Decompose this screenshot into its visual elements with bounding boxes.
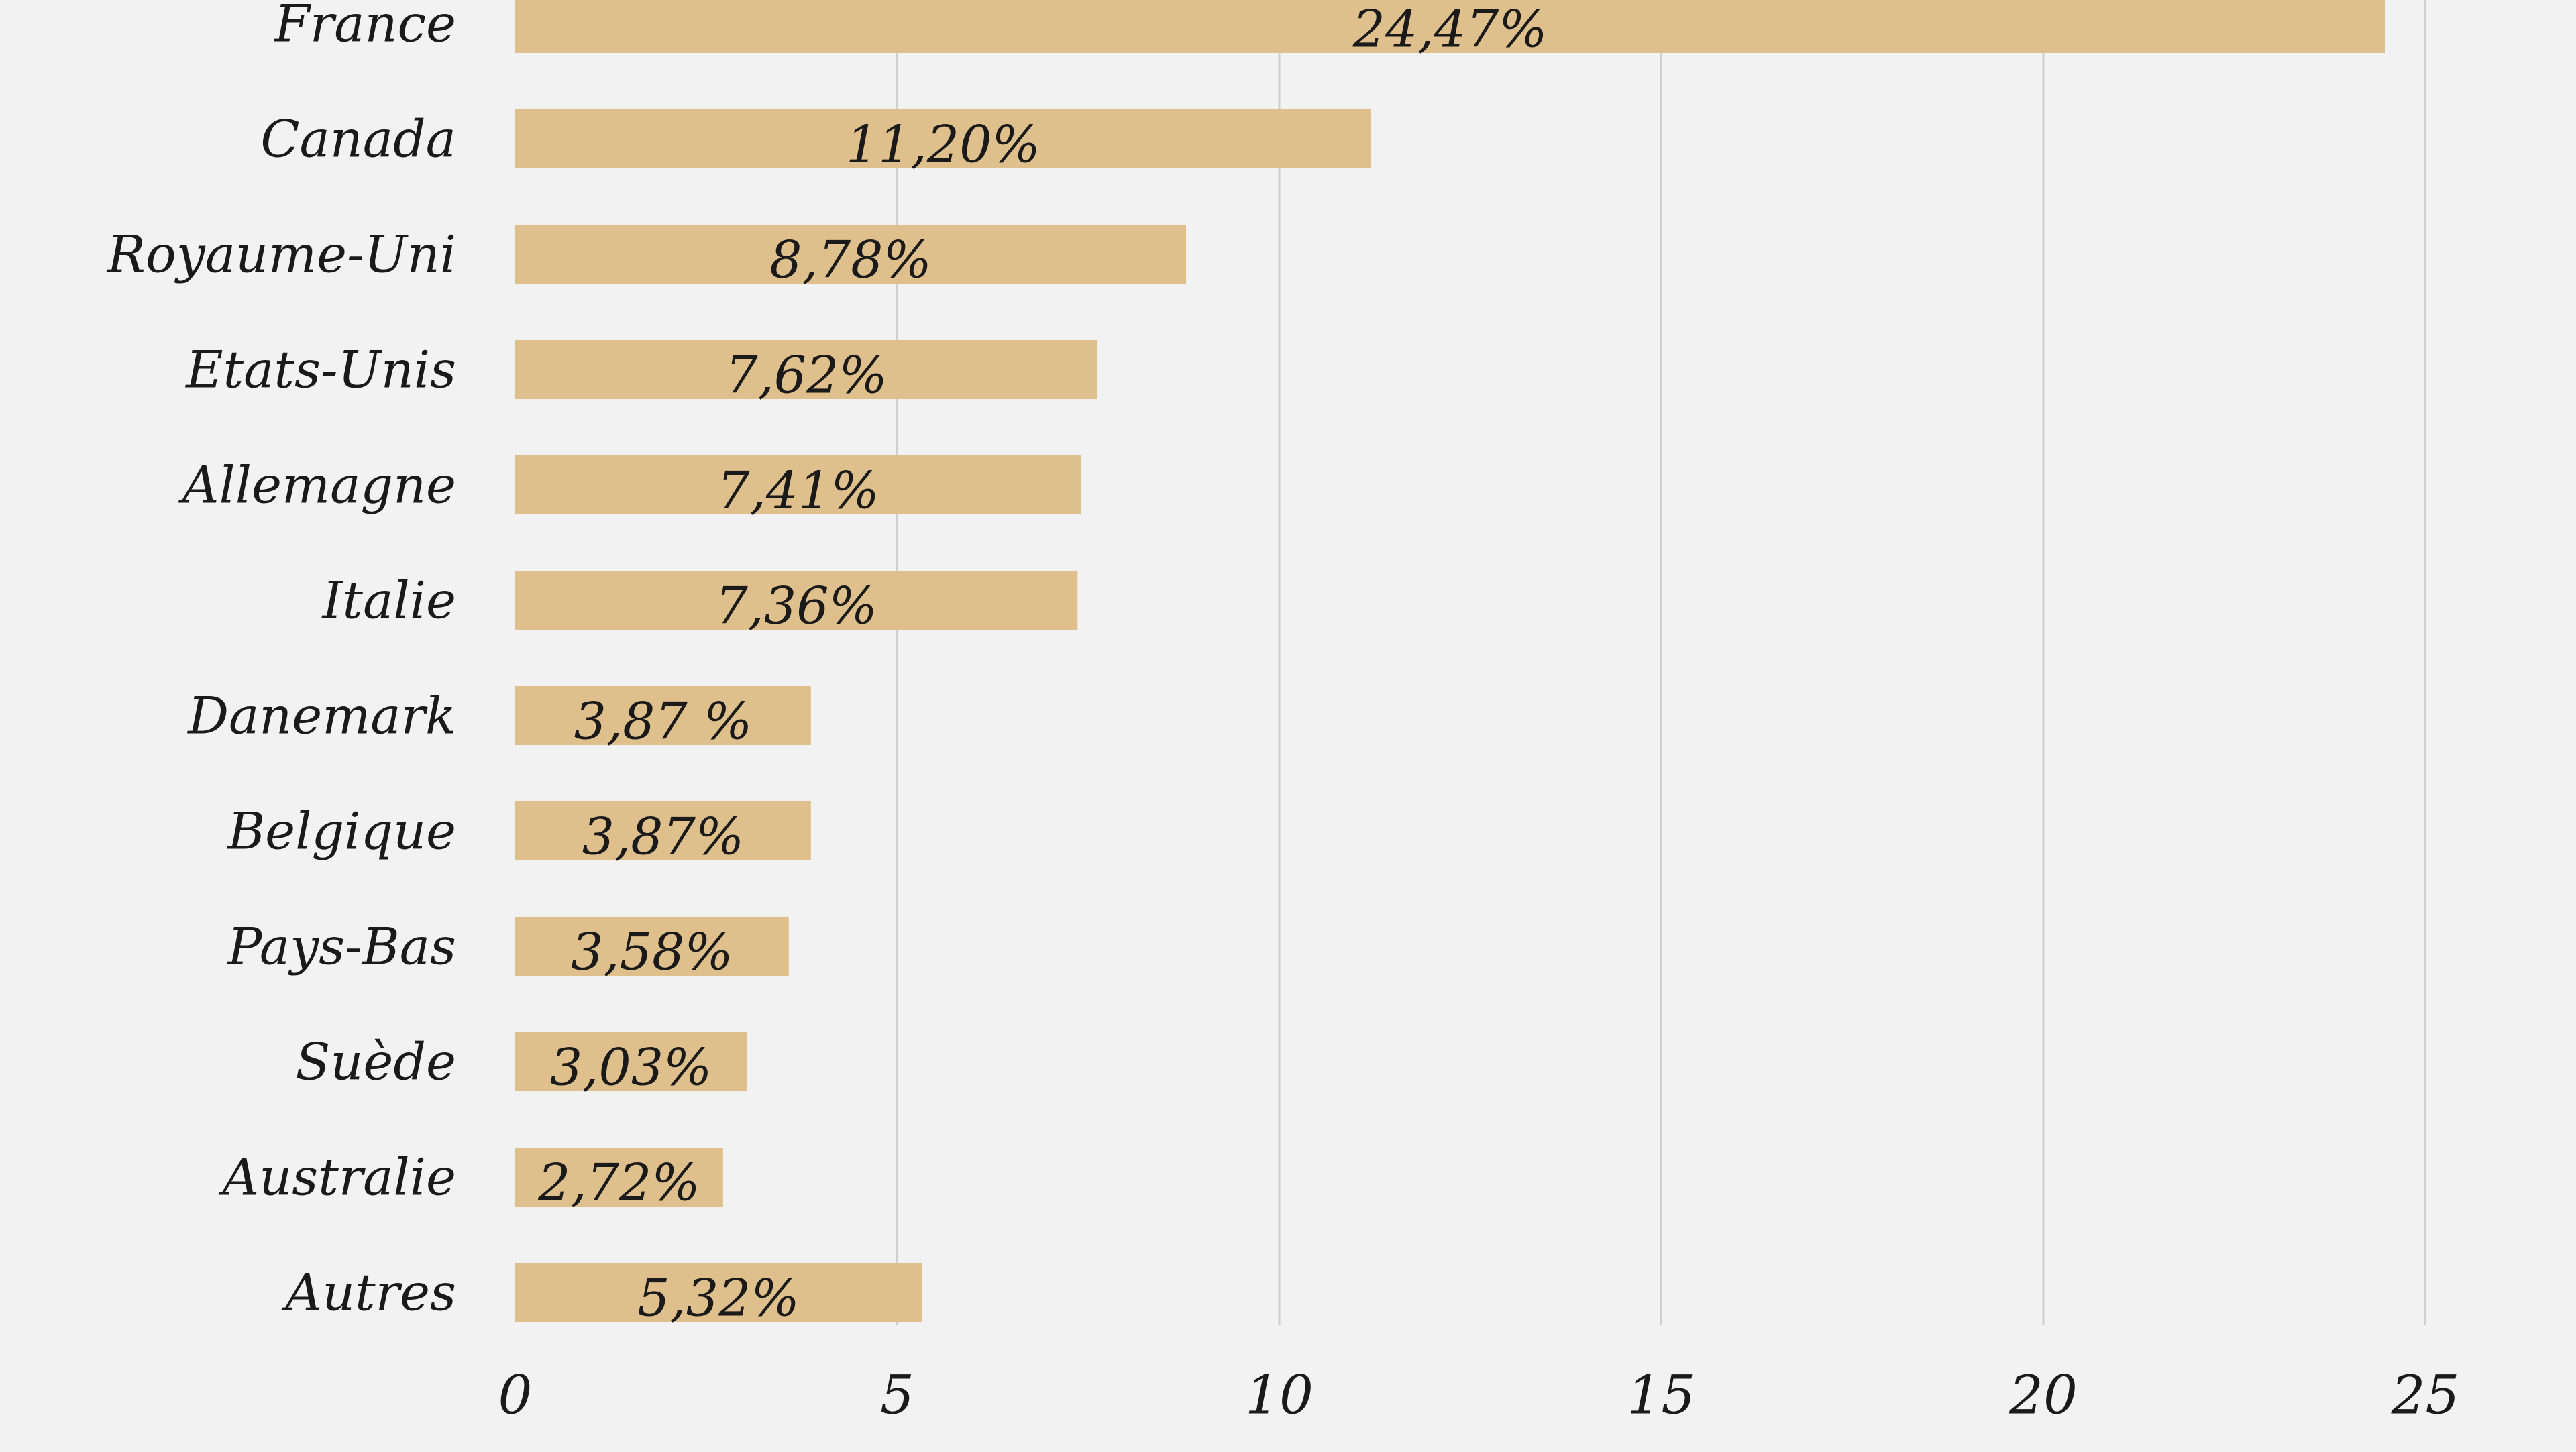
bar-royaume-uni bbox=[515, 225, 1187, 284]
bars bbox=[515, 0, 2385, 1322]
data-label: 5,32% bbox=[637, 1268, 799, 1328]
gridlines bbox=[896, 0, 2426, 1325]
data-label: 7,36% bbox=[715, 576, 877, 636]
data-label: 24,47% bbox=[1352, 0, 1548, 59]
data-labels: 24,47% 11,20% 8,78% 7,62% 7,41% 7,36% 3,87 % 3,… bbox=[537, 0, 1547, 1328]
x-tick-label: 10 bbox=[1245, 1364, 1313, 1427]
bar-su-de bbox=[515, 1032, 747, 1091]
data-label: 2,72% bbox=[537, 1153, 700, 1213]
x-axis-tick-labels: 0 5 10 15 20 25 bbox=[498, 1364, 2460, 1427]
category-label: Royaume-Uni bbox=[106, 225, 456, 284]
bar-italie bbox=[515, 571, 1078, 630]
category-label: France bbox=[273, 0, 456, 54]
data-label: 11,20% bbox=[846, 115, 1040, 174]
category-label: Etats-Unis bbox=[184, 340, 456, 400]
category-label: Australie bbox=[218, 1148, 456, 1207]
category-label: Autres bbox=[281, 1263, 456, 1323]
data-label: 3,87% bbox=[582, 807, 744, 867]
bar-allemagne bbox=[515, 455, 1081, 514]
category-label: Allemagne bbox=[178, 455, 456, 515]
bar-france bbox=[515, 0, 2385, 53]
bar-australie bbox=[515, 1148, 723, 1207]
data-label: 7,62% bbox=[725, 345, 887, 405]
x-tick-label: 5 bbox=[880, 1364, 914, 1427]
bar-etats-unis bbox=[515, 340, 1097, 399]
category-label: Italie bbox=[321, 571, 456, 630]
bar-autres bbox=[515, 1263, 922, 1322]
data-label: 3,87 % bbox=[574, 691, 753, 751]
bar-canada bbox=[515, 109, 1371, 168]
category-label: Canada bbox=[260, 109, 456, 169]
bar-danemark bbox=[515, 686, 811, 745]
data-label: 7,41% bbox=[717, 461, 879, 520]
x-tick-label: 15 bbox=[1627, 1364, 1696, 1427]
x-tick-label: 20 bbox=[2008, 1364, 2078, 1427]
category-label: Danemark bbox=[186, 686, 456, 746]
category-labels: France Canada Royaume-Uni Etats-Unis Allemag… bbox=[106, 0, 456, 1323]
category-label: Pays-Bas bbox=[226, 917, 456, 976]
data-label: 8,78% bbox=[769, 230, 931, 290]
data-label: 3,03% bbox=[550, 1038, 712, 1097]
x-tick-label: 25 bbox=[2391, 1364, 2460, 1427]
category-label: Suède bbox=[295, 1032, 456, 1092]
bar-belgique bbox=[515, 801, 811, 860]
category-label: Belgique bbox=[226, 801, 456, 861]
data-label: 3,58% bbox=[571, 922, 733, 982]
x-tick-label: 0 bbox=[498, 1364, 533, 1427]
bar-pays-bas bbox=[515, 917, 789, 976]
